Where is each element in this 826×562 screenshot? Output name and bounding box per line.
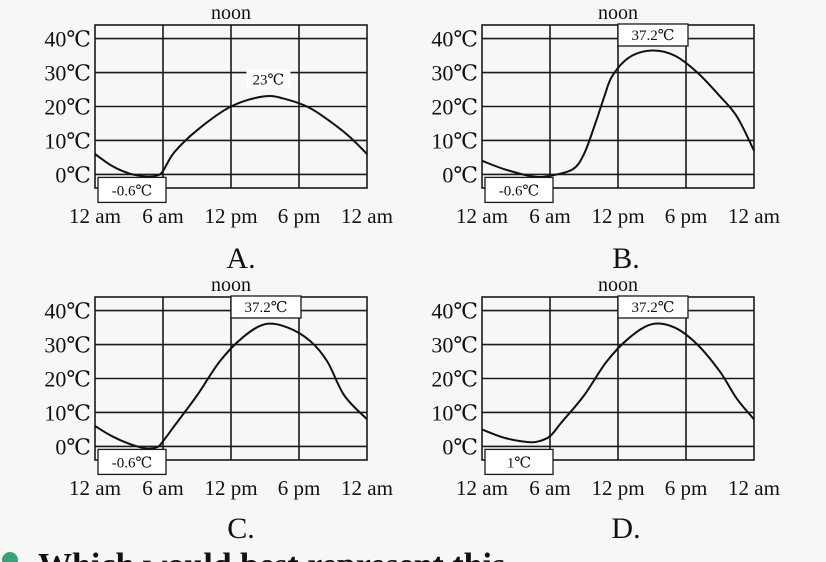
temperature-curve [94,95,368,178]
y-tick-label: 40℃ [44,27,91,52]
y-tick-label: 30℃ [44,333,91,358]
max-temp-label: 37.2℃ [244,300,287,316]
option-label-d[interactable]: D. [611,512,640,545]
noon-label: noon [211,2,251,24]
x-tick-label: 12 pm [591,476,644,500]
x-tick-label: 6 am [529,476,570,500]
y-tick-label: 10℃ [44,128,91,153]
temperature-curve [94,322,368,450]
option-label-a[interactable]: A. [226,242,255,275]
y-tick-label: 30℃ [431,333,478,358]
x-tick-label: 6 am [142,476,183,500]
y-tick-label: 10℃ [44,400,91,425]
y-tick-label: 40℃ [44,299,91,324]
max-temp-label: 23℃ [253,72,285,88]
x-tick-label: 12 pm [204,204,257,228]
x-tick-label: 12 pm [204,476,257,500]
chart-panel-c: noon 40℃ 30℃ 20℃ 10℃ 0℃ 12 am 6 am 12 pm 6 pm 12 a… [44,274,393,545]
min-temp-box [97,176,167,204]
x-tick-label: 6 pm [665,476,708,500]
chart-panel-d: noon 40℃ 30℃ 20℃ 10℃ 0℃ 12 am 6 am 12 pm 6 pm 12 a… [431,274,780,545]
max-temp-label: 37.2℃ [631,28,674,44]
x-tick-label: 12 am [456,476,508,500]
x-tick-label: 6 am [529,204,570,228]
noon-label: noon [598,2,638,24]
y-tick-label: 20℃ [431,367,478,392]
y-tick-label: 0℃ [55,162,91,187]
min-temp-label: -0.6℃ [499,183,540,199]
y-tick-label: 40℃ [431,299,478,324]
x-tick-label: 12 am [69,476,121,500]
x-tick-label: 6 pm [665,204,708,228]
max-temp-backdrop [246,69,291,89]
y-tick-label: 0℃ [55,434,91,459]
y-tick-label: 30℃ [431,61,478,86]
x-tick-label: 12 am [341,204,393,228]
noon-label: noon [598,274,638,296]
x-tick-label: 6 pm [278,476,321,500]
max-temp-box [230,295,302,319]
y-tick-label: 10℃ [431,128,478,153]
max-temp-label: 37.2℃ [631,300,674,316]
option-label-b[interactable]: B. [612,242,640,275]
x-tick-label: 12 am [341,476,393,500]
x-tick-label: 12 am [728,204,780,228]
min-temp-label: 1℃ [507,455,531,471]
y-tick-label: 40℃ [431,27,478,52]
max-temp-box [617,23,689,47]
x-tick-label: 12 am [728,476,780,500]
x-tick-label: 12 am [69,204,121,228]
y-tick-label: 30℃ [44,61,91,86]
y-tick-label: 20℃ [44,367,91,392]
min-temp-label: -0.6℃ [112,183,153,199]
x-tick-label: 12 pm [591,204,644,228]
y-tick-label: 10℃ [431,400,478,425]
y-tick-label: 20℃ [431,95,478,120]
max-temp-box [617,295,689,319]
x-tick-label: 6 pm [278,204,321,228]
min-temp-box [97,448,167,476]
temperature-curve [481,322,755,444]
y-tick-label: 0℃ [442,434,478,459]
chart-panel-a: noon 40℃ 30℃ 20℃ 10℃ 0℃ 12 am 6 am 12 pm 6 pm 12 a… [44,2,393,275]
min-temp-label: -0.6℃ [112,455,153,471]
min-temp-box [484,448,554,476]
x-tick-label: 12 am [456,204,508,228]
noon-label: noon [211,274,251,296]
question-text: Which would best represent this [38,546,505,562]
min-temp-box [484,176,554,204]
question-strip: Which would best represent this [0,546,826,562]
option-label-c[interactable]: C. [227,512,255,545]
question-bullet-icon [2,552,18,562]
chart-panel-b: noon 40℃ 30℃ 20℃ 10℃ 0℃ 12 am 6 am 12 pm 6 pm 12 a… [431,2,780,275]
x-tick-label: 6 am [142,204,183,228]
y-tick-label: 0℃ [442,162,478,187]
y-tick-label: 20℃ [44,95,91,120]
